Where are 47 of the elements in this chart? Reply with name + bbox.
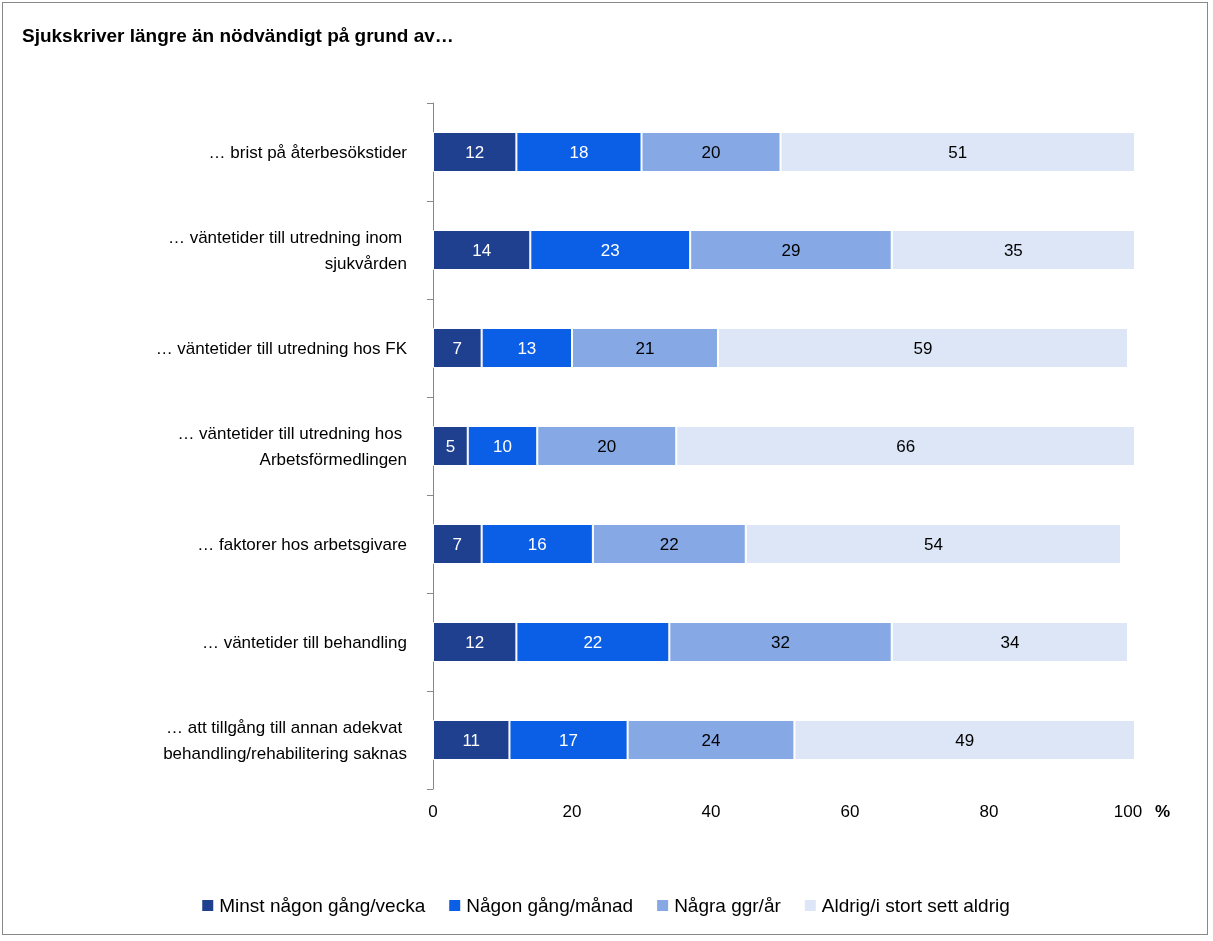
- data-label: 16: [527, 534, 547, 554]
- data-label: 7: [452, 534, 463, 554]
- data-label: 23: [600, 240, 620, 260]
- data-label: 7: [452, 338, 463, 358]
- legend-label: Några ggr/år: [674, 895, 782, 916]
- legend-label: Minst någon gång/vecka: [219, 895, 426, 916]
- data-label: 24: [701, 730, 721, 750]
- data-label: 51: [948, 142, 968, 162]
- legend-label: Aldrig/i stort sett aldrig: [821, 895, 1010, 916]
- y-tick-label: … väntetider till utredning hos Arbetsförmedlingen: [177, 423, 407, 469]
- y-tick-label: … brist på återbesökstider: [208, 142, 408, 162]
- x-tick-label: 60: [840, 802, 860, 821]
- data-label: 20: [701, 142, 721, 162]
- legend-label: Någon gång/månad: [466, 895, 634, 916]
- data-label: 22: [659, 534, 679, 554]
- x-axis-title: %: [1155, 802, 1171, 821]
- data-label: 5: [445, 436, 456, 456]
- data-label: 34: [1000, 632, 1020, 652]
- data-label: 66: [896, 436, 916, 456]
- data-label: 29: [781, 240, 801, 260]
- y-tick-label: … väntetider till utredning inom sjukvården: [167, 227, 407, 273]
- data-label: 22: [583, 632, 603, 652]
- y-tick-label: … väntetider till behandling: [201, 632, 407, 652]
- y-tick-label: … att tillgång till annan adekvat behandling/rehabilitering saknas: [163, 717, 407, 763]
- data-label: 49: [955, 730, 975, 750]
- data-label: 20: [597, 436, 617, 456]
- data-label: 13: [517, 338, 537, 358]
- data-label: 21: [635, 338, 655, 358]
- x-tick-label: 100: [1113, 802, 1143, 821]
- x-tick-label: 80: [979, 802, 999, 821]
- data-label: 17: [559, 730, 578, 750]
- x-tick-label: 40: [701, 802, 721, 821]
- y-tick-label: … väntetider till utredning hos FK: [155, 338, 408, 358]
- data-label: 10: [493, 436, 512, 456]
- data-label: 11: [462, 730, 481, 750]
- x-tick-label: 0: [428, 802, 438, 821]
- data-label: 59: [913, 338, 933, 358]
- data-label: 18: [569, 142, 589, 162]
- x-tick-label: 20: [562, 802, 582, 821]
- data-label: 14: [472, 240, 492, 260]
- text: Sjukskriver längre än nödvändigt på grund av…: [22, 25, 454, 46]
- data-label: 54: [923, 534, 943, 554]
- y-tick-label: … faktorer hos arbetsgivare: [197, 534, 407, 554]
- data-label: 12: [465, 142, 485, 162]
- data-label: 35: [1003, 240, 1023, 260]
- data-label: 12: [465, 632, 485, 652]
- data-label: 32: [771, 632, 790, 652]
